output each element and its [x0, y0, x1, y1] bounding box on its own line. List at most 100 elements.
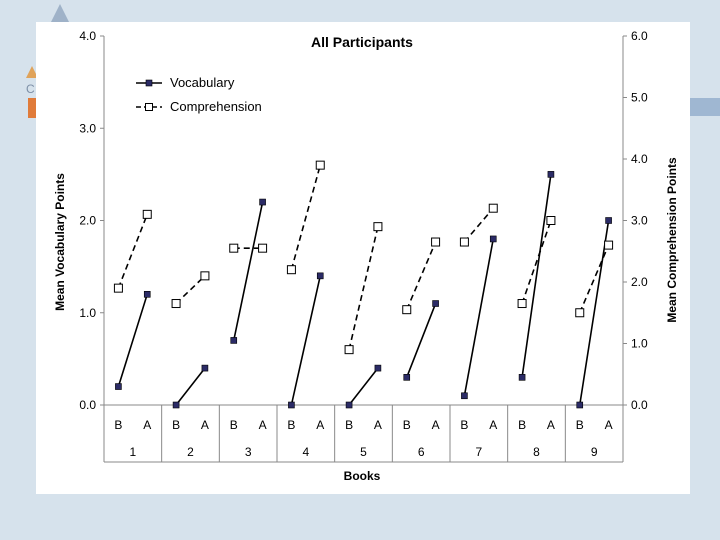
y-right-tick-label: 3.0	[631, 214, 648, 228]
vocabulary-segment	[175, 367, 206, 406]
legend-label: Comprehension	[170, 99, 262, 114]
comprehension-point	[373, 222, 383, 232]
comprehension-segment	[290, 164, 322, 270]
comprehension-point	[546, 216, 556, 225]
x-subcategory-label: A	[201, 418, 209, 432]
comprehension-point	[402, 305, 412, 315]
comprehension-segment	[579, 244, 610, 314]
comprehension-point	[575, 308, 585, 318]
y-left-tick-label: 1.0	[79, 306, 96, 320]
vocabulary-segment	[232, 201, 264, 341]
y-left-tick-label: 0.0	[79, 398, 96, 412]
vocabulary-point	[461, 392, 468, 400]
y-right-tick-label: 1.0	[631, 337, 648, 351]
vocabulary-point	[576, 401, 584, 409]
decorative-small-triangle	[26, 66, 38, 78]
legend-label: Vocabulary	[170, 75, 235, 90]
x-group-label: 7	[475, 445, 482, 459]
vocabulary-point	[547, 171, 555, 178]
y-axis-right-title: Mean Comprehension Points	[665, 157, 679, 323]
vocabulary-point	[316, 272, 324, 280]
y-left-tick-label: 3.0	[79, 121, 96, 135]
vocabulary-point	[432, 300, 439, 307]
x-group-label: 2	[187, 445, 194, 459]
x-group-label: 4	[302, 445, 309, 459]
comprehension-segment	[521, 220, 552, 304]
y-axis-left-title: Mean Vocabulary Points	[53, 173, 67, 311]
x-subcategory-label: A	[432, 418, 440, 432]
y-right-tick-label: 5.0	[631, 91, 648, 105]
vocabulary-point	[518, 374, 526, 381]
x-subcategory-label: A	[143, 418, 151, 432]
y-right-tick-label: 2.0	[631, 275, 648, 289]
vocabulary-segment	[463, 238, 495, 396]
legend-marker	[145, 79, 153, 87]
vocabulary-point	[403, 374, 411, 381]
x-subcategory-label: B	[287, 418, 295, 432]
comprehension-point	[315, 160, 325, 170]
vocabulary-segment	[521, 174, 552, 378]
x-subcategory-label: B	[460, 418, 468, 432]
decorative-orange-bar	[28, 98, 38, 118]
comprehension-point	[200, 271, 210, 281]
vocabulary-point	[259, 198, 266, 206]
comprehension-point	[142, 209, 152, 219]
comprehension-segment	[463, 207, 494, 243]
x-subcategory-label: A	[316, 418, 324, 432]
vocabulary-point	[345, 401, 353, 409]
y-right-tick-label: 0.0	[631, 398, 648, 412]
vocabulary-point	[288, 401, 295, 409]
x-group-label: 5	[360, 445, 367, 459]
vocabulary-point	[374, 364, 382, 372]
vocabulary-point	[605, 217, 612, 224]
x-group-label: 8	[533, 445, 540, 459]
x-subcategory-label: A	[605, 418, 613, 432]
x-subcategory-label: B	[230, 418, 238, 432]
x-group-label: 9	[591, 445, 598, 459]
vocabulary-point	[143, 290, 151, 298]
vocabulary-point	[230, 337, 238, 344]
vocabulary-point	[489, 235, 497, 243]
y-right-tick-label: 6.0	[631, 29, 648, 43]
y-right-tick-label: 4.0	[631, 152, 648, 166]
comprehension-point	[286, 265, 296, 275]
x-subcategory-label: B	[518, 418, 526, 432]
comprehension-point	[431, 237, 441, 247]
vocabulary-segment	[117, 294, 149, 387]
comprehension-point	[113, 283, 123, 293]
x-subcategory-label: B	[172, 418, 180, 432]
y-left-tick-label: 4.0	[79, 29, 96, 43]
legend-marker	[145, 103, 153, 111]
decorative-triangle	[50, 4, 70, 24]
x-subcategory-label: A	[489, 418, 497, 432]
comprehension-point	[258, 243, 268, 253]
comprehension-point	[344, 345, 354, 355]
vocabulary-segment	[578, 220, 610, 406]
chart-title: All Participants	[311, 34, 413, 50]
x-group-label: 1	[129, 445, 136, 459]
x-subcategory-label: B	[114, 418, 122, 432]
x-subcategory-label: A	[259, 418, 267, 432]
vocabulary-point	[115, 383, 122, 390]
comprehension-point	[488, 203, 498, 213]
x-group-label: 3	[245, 445, 252, 459]
decorative-letter: C	[26, 82, 35, 96]
chart-card: All Participants Mean Vocabulary Points …	[36, 22, 690, 494]
comprehension-segment	[175, 275, 206, 305]
comprehension-point	[517, 299, 527, 309]
vocabulary-segment	[290, 275, 322, 406]
legend: Vocabulary Comprehension	[136, 75, 262, 114]
comprehension-point	[604, 240, 614, 250]
plot-area: 0.01.02.03.04.00.01.02.03.04.05.06.0B A1B…	[79, 29, 648, 463]
x-subcategory-label: B	[345, 418, 353, 432]
x-subcategory-label: A	[547, 418, 555, 432]
vocabulary-segment	[406, 303, 437, 378]
vocabulary-point	[172, 401, 180, 409]
comprehension-segment	[406, 241, 437, 310]
x-group-label: 6	[418, 445, 425, 459]
x-subcategory-label: A	[374, 418, 382, 432]
x-axis-title: Books	[344, 469, 381, 483]
vocabulary-point	[201, 364, 209, 372]
y-left-tick-label: 2.0	[79, 214, 96, 228]
comprehension-point	[459, 237, 469, 247]
